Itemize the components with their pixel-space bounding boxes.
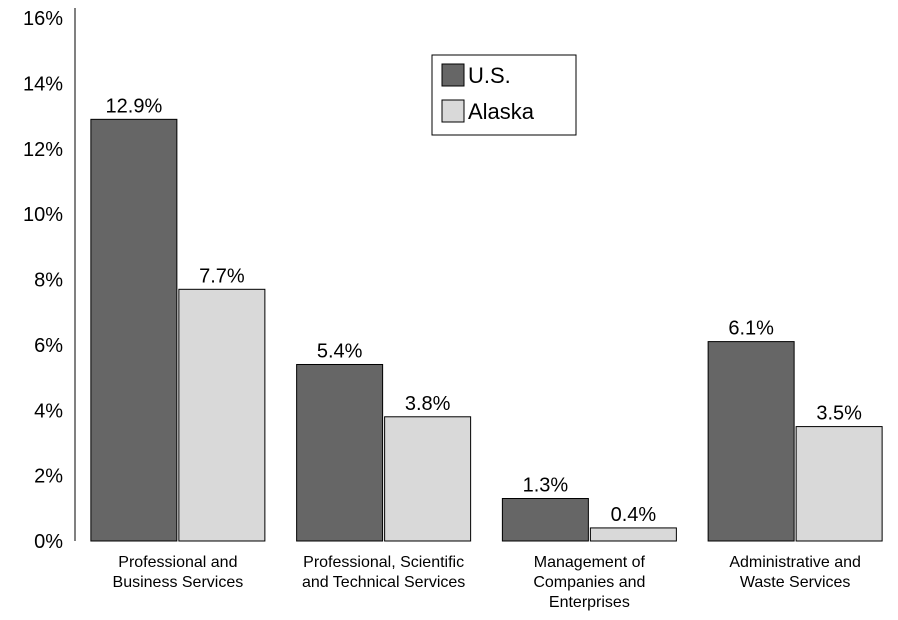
bar — [501, 498, 589, 542]
bar — [296, 363, 384, 542]
bar — [90, 118, 178, 542]
bar — [384, 416, 472, 542]
y-tick-label: 16% — [23, 8, 63, 30]
data-label: 3.5% — [816, 403, 862, 425]
x-tick-label: Administrative and Waste Services — [729, 554, 861, 591]
y-tick-label: 2% — [34, 466, 63, 488]
y-tick-label: 6% — [34, 335, 63, 357]
bar — [707, 341, 795, 542]
data-label: 6.1% — [728, 318, 774, 340]
data-label: 0.4% — [611, 504, 657, 526]
data-label: 5.4% — [317, 340, 363, 362]
data-label: 1.3% — [523, 475, 569, 497]
legend-swatch — [441, 63, 465, 87]
bar — [795, 426, 883, 542]
y-tick-label: 8% — [34, 270, 63, 292]
data-label: 3.8% — [405, 393, 451, 415]
y-tick-label: 0% — [34, 531, 63, 553]
y-tick-label: 4% — [34, 400, 63, 422]
legend: U.S. Alaska — [431, 54, 577, 136]
x-tick-label: Management of Companies and Enterprises — [533, 554, 645, 611]
bar — [178, 288, 266, 542]
legend-swatch — [441, 99, 465, 123]
data-label: 12.9% — [106, 95, 163, 117]
x-tick-label: Professional, Scientific and Technical Se… — [302, 554, 465, 591]
legend-label: Alaska — [468, 99, 535, 124]
y-tick-label: 12% — [23, 139, 63, 161]
y-tick-label: 10% — [23, 204, 63, 226]
y-tick-label: 14% — [23, 73, 63, 95]
x-tick-label: Professional and Business Services — [113, 554, 244, 591]
bar — [589, 527, 677, 542]
data-label: 7.7% — [199, 265, 245, 287]
legend-label: U.S. — [468, 63, 511, 88]
